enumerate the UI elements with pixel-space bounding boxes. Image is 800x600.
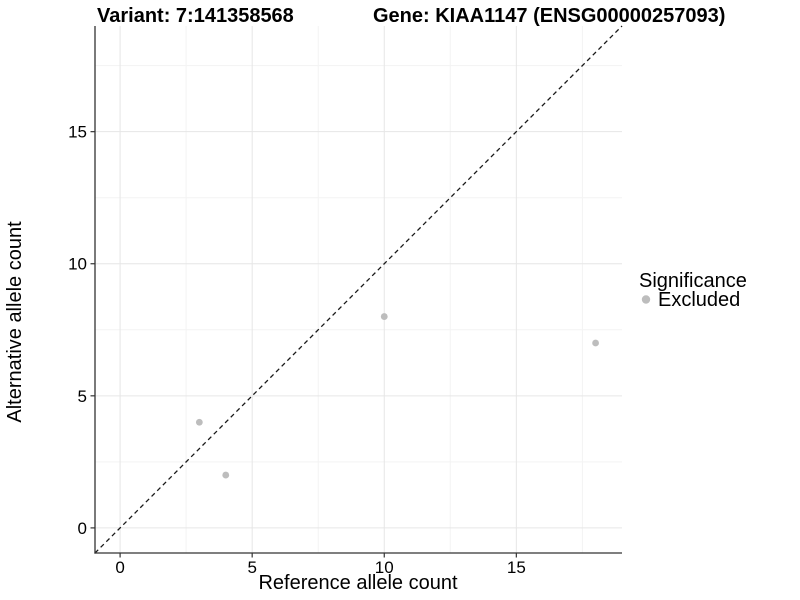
y-tick-labels: 0 5 10 15	[68, 123, 87, 538]
minor-gridlines	[95, 26, 622, 553]
y-axis-title: Alternative allele count	[4, 221, 26, 423]
y-tick-label: 15	[68, 123, 87, 142]
data-point	[380, 313, 388, 320]
x-tick-label: 0	[115, 558, 124, 577]
axis-ticks	[90, 131, 517, 558]
legend: Significance Excluded	[639, 270, 747, 311]
x-tick-labels: 0 5 10 15	[115, 558, 525, 577]
plot-title-variant: Variant: 7:141358568	[97, 5, 294, 27]
x-axis-title: Reference allele count	[258, 572, 457, 594]
data-point	[592, 339, 599, 347]
data-point	[195, 418, 203, 426]
axis-lines	[94, 26, 622, 554]
legend-key-dot	[641, 295, 651, 304]
x-tick-label: 10	[375, 558, 394, 577]
y-tick-label: 0	[78, 519, 87, 538]
data-point	[222, 471, 230, 479]
major-gridlines	[95, 26, 622, 553]
legend-item-label: Excluded	[658, 289, 740, 311]
identity-dashed-line	[94, 25, 623, 554]
y-tick-label: 10	[68, 255, 87, 274]
legend-title: Significance	[639, 270, 747, 292]
x-tick-label: 5	[247, 558, 256, 577]
identity-line	[94, 25, 623, 554]
data-points	[195, 313, 599, 479]
plot-title-gene: Gene: KIAA1147 (ENSG00000257093)	[373, 5, 725, 27]
x-tick-label: 15	[507, 558, 526, 577]
y-tick-label: 5	[78, 387, 87, 406]
